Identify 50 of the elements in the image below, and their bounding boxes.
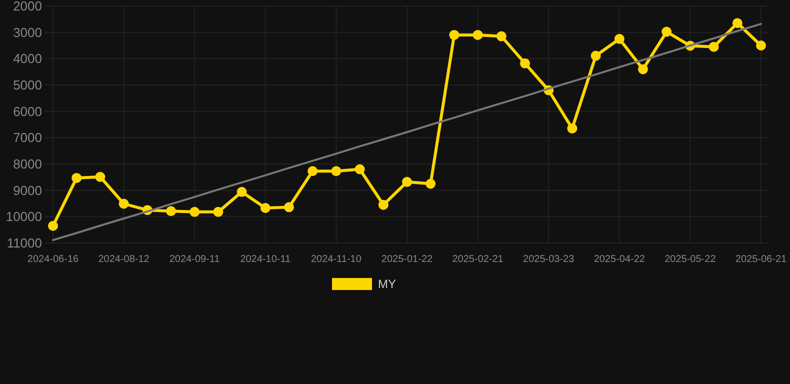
x-tick-label: 2025-04-22 [594, 254, 646, 265]
point [236, 186, 247, 197]
point [662, 26, 672, 37]
y-tick-label: 11000 [6, 236, 42, 251]
y-tick-label: 5000 [13, 78, 42, 93]
point [472, 30, 483, 40]
x-tick-label: 2024-10-11 [240, 254, 292, 265]
y-tick-label: 6000 [13, 104, 42, 119]
point [378, 200, 388, 210]
x-tick-label: 2025-01-22 [381, 254, 434, 265]
y-tick-label: 10000 [6, 209, 42, 224]
point [449, 30, 460, 40]
point [48, 220, 58, 231]
point [638, 64, 648, 74]
point [118, 198, 129, 209]
point [402, 176, 412, 187]
point [708, 42, 719, 52]
y-tick-label: 8000 [13, 156, 42, 172]
point [567, 123, 578, 134]
y-tick-label: 9000 [13, 182, 42, 198]
point [426, 178, 436, 189]
point [520, 58, 530, 68]
point [496, 31, 506, 42]
x-tick-label: 2024-06-16 [27, 254, 80, 265]
x-tick-label: 2024-11-10 [310, 254, 362, 265]
x-tick-label: 2024-08-12 [98, 254, 150, 265]
point [732, 18, 742, 28]
point [260, 202, 270, 213]
x-tick-label: 2025-06-21 [735, 254, 788, 265]
y-tick-label: 4000 [13, 51, 42, 66]
point [190, 206, 200, 217]
point [308, 166, 318, 176]
point [331, 166, 342, 176]
y-tick-label: 2000 [13, 0, 42, 14]
x-tick-label: 2024-09-11 [169, 254, 220, 265]
y-tick-label: 3000 [13, 24, 42, 40]
point [614, 34, 624, 44]
x-tick-label: 2025-03-23 [523, 254, 575, 265]
point [95, 172, 106, 182]
x-tick-label: 2025-02-21 [452, 254, 504, 265]
point [166, 206, 176, 216]
point [284, 202, 294, 212]
point [213, 206, 224, 217]
point [354, 164, 365, 174]
x-tick-label: 2025-05-22 [664, 254, 716, 265]
legend-label: MY [378, 277, 396, 291]
point [756, 40, 766, 50]
y-tick-label: 7000 [13, 130, 42, 146]
point [72, 172, 82, 183]
point [590, 50, 601, 61]
